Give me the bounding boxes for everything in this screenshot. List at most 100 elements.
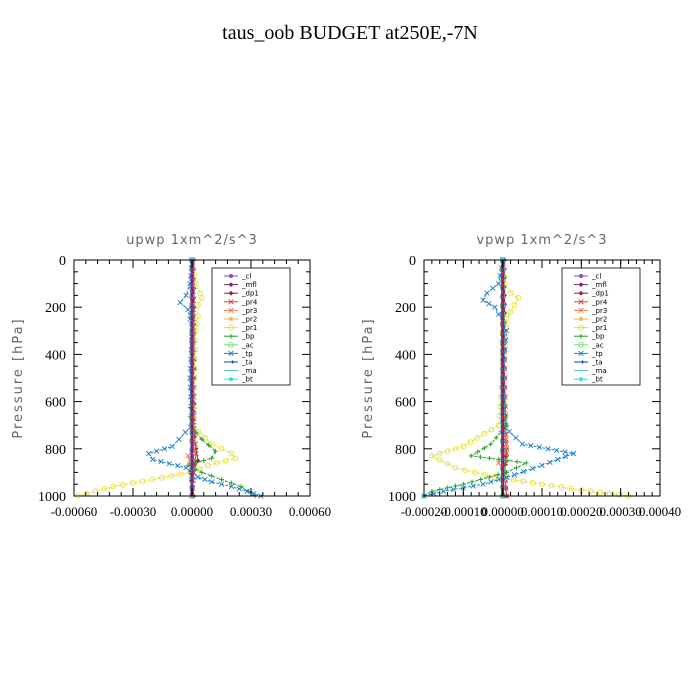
legend-item-bp: _bp	[224, 333, 255, 341]
legend-marker	[578, 341, 584, 348]
data-point	[507, 309, 514, 315]
data-point	[208, 479, 215, 485]
data-point	[530, 465, 536, 472]
y-axis-label: Pressure [hPa]	[11, 317, 26, 438]
data-point	[444, 460, 451, 467]
data-point	[562, 449, 568, 455]
x-tick-label: -0.00060	[51, 504, 98, 519]
x-tick-label: -0.00030	[110, 504, 157, 519]
data-point	[474, 435, 481, 441]
legend-item-tp: _tp	[574, 350, 603, 358]
data-point	[429, 453, 435, 459]
data-point	[496, 460, 502, 466]
legend-marker	[228, 299, 234, 305]
legend-marker	[578, 307, 584, 314]
data-point	[482, 471, 488, 478]
data-point	[488, 441, 494, 447]
legend-marker	[228, 290, 234, 296]
data-point	[597, 489, 604, 496]
series-pr1	[429, 257, 632, 499]
data-point	[139, 478, 146, 485]
legend-label: _ma	[591, 367, 607, 375]
data-point	[176, 436, 182, 443]
data-point	[570, 450, 577, 457]
data-point	[486, 474, 492, 480]
legend-label: _pr3	[591, 307, 607, 315]
upwp-chart-panel: upwp 1xm^2/s^3 Pressure [hPa] 0 200 400 600 80…	[11, 233, 331, 519]
legend-label: _mfl	[241, 281, 257, 289]
legend-item-pr3: _pr3	[574, 307, 607, 315]
data-point	[214, 460, 220, 466]
legend-label: _ma	[241, 367, 257, 375]
data-point	[507, 290, 514, 296]
x-tick-label: 0.00060	[289, 504, 331, 519]
series-line	[430, 259, 629, 497]
y-tick-label: 1000	[388, 490, 416, 505]
data-point	[223, 457, 229, 464]
data-point	[201, 458, 207, 463]
data-point	[491, 474, 498, 480]
data-point	[169, 443, 176, 450]
data-point	[481, 445, 487, 451]
legend-label: _ta	[591, 359, 603, 367]
legend-label: _pr1	[241, 324, 257, 332]
data-point	[562, 453, 569, 460]
data-point	[520, 468, 527, 475]
legend-label: _ta	[241, 359, 253, 367]
legend-label: _dp1	[591, 290, 609, 298]
legend-item-dp1: _dp1	[574, 290, 609, 298]
data-point	[195, 474, 201, 480]
legend-marker	[579, 274, 583, 278]
data-point	[195, 301, 201, 308]
data-point	[161, 446, 168, 452]
legend-label: _bt	[591, 376, 603, 384]
data-point	[514, 459, 520, 465]
legend-box	[561, 267, 641, 386]
legend-item-ac: _ac	[574, 341, 604, 349]
data-point	[206, 442, 212, 448]
legend-item-mfl: _mfl	[574, 281, 607, 289]
legend-item-cl: _cl	[574, 273, 601, 281]
data-point	[251, 490, 257, 497]
data-point	[153, 448, 160, 454]
data-point	[520, 478, 526, 485]
legend-marker	[578, 350, 584, 357]
data-point	[452, 464, 459, 471]
data-point	[460, 481, 466, 487]
data-point	[587, 488, 594, 495]
legend-item-ta: _ta	[224, 359, 253, 367]
legend-marker	[578, 282, 584, 287]
y-axis-label: Pressure [hPa]	[361, 317, 376, 438]
x-tick-label: 0.00030	[230, 504, 272, 519]
data-point	[101, 486, 108, 492]
data-point	[480, 481, 486, 487]
data-point	[228, 480, 234, 486]
data-point	[120, 481, 127, 488]
legend-marker	[228, 282, 234, 287]
data-point	[92, 488, 99, 495]
data-point	[568, 485, 575, 492]
data-point	[492, 304, 498, 310]
legend-label: _tp	[591, 350, 603, 358]
data-point	[506, 428, 512, 435]
data-point	[166, 460, 173, 467]
data-point	[488, 479, 494, 485]
data-point	[511, 301, 518, 308]
data-point	[514, 465, 519, 471]
legend-marker	[578, 316, 584, 322]
data-point	[218, 481, 225, 487]
legend-item-bt: _bt	[574, 376, 603, 384]
legend: _cl_mfl_dp1_pr4_pr3_pr2_pr1_bp_ac_tp_ta_…	[211, 267, 291, 386]
data-point	[539, 481, 545, 488]
data-point	[536, 444, 543, 450]
data-point	[228, 483, 235, 490]
legend-marker	[228, 316, 234, 322]
x-tick-label: -0.00010	[440, 504, 487, 519]
data-point	[481, 430, 488, 437]
data-point	[515, 294, 522, 301]
data-point	[209, 473, 215, 479]
legend-label: _ac	[241, 341, 254, 349]
data-point	[193, 460, 199, 466]
y-tick-label: 400	[395, 348, 416, 363]
